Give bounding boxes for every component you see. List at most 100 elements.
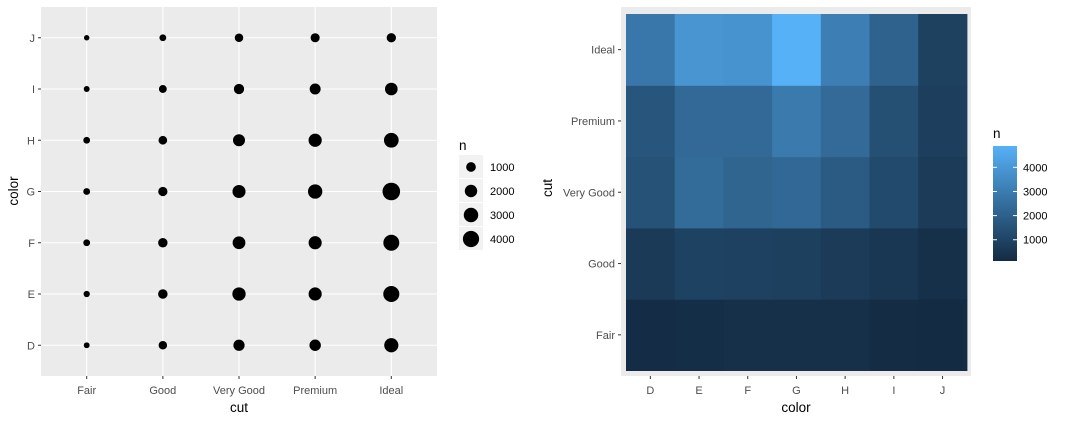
point-premium-g [307,184,323,199]
color-legend-label-1000: 1000 [1023,235,1047,247]
point-fair-e [83,290,90,298]
point-fair-j [83,35,90,41]
y-tick-label-e: E [28,289,35,301]
y-tick-label-i: I [32,84,35,96]
size-legend-label-3000: 3000 [490,210,514,222]
tile-d-very-good [626,156,676,229]
size-legend-key-4000 [462,230,480,248]
tile-i-premium [869,85,919,158]
tile-f-fair [723,299,773,371]
size-legend-label-2000: 2000 [490,186,514,198]
tile-j-good [918,227,968,300]
color-legend-label-4000: 4000 [1023,162,1047,174]
tile-d-premium [626,85,676,158]
heatmap-x-tick-label-h: H [841,385,849,397]
size-legend: n 1000 2000 3000 4000 [459,138,514,250]
tile-g-ideal [772,14,822,86]
point-premium-f [308,236,322,250]
tile-h-premium [820,85,870,158]
y-tick-label-d: D [27,340,35,352]
point-ideal-e [383,285,400,303]
size-legend-key-2000 [464,184,478,198]
point-good-h [158,135,168,145]
dot-chart-points [83,33,401,353]
x-tick-label-premium: Premium [293,385,337,397]
point-fair-i [83,86,90,92]
heatmap-y-axis-title: cut [540,179,555,197]
tile-h-fair [820,299,870,371]
tile-i-good [869,227,919,300]
heatmap-x-tick-label-i: I [892,385,895,397]
tile-h-good [820,227,870,300]
tile-g-very-good [772,156,822,229]
point-fair-g [83,188,91,195]
tile-j-fair [918,299,968,371]
tile-i-very-good [869,156,919,229]
point-good-j [159,34,167,42]
color-legend-label-2000: 2000 [1023,211,1047,223]
dot-chart-y-axis-title: color [6,176,21,206]
x-tick-label-fair: Fair [77,385,96,397]
point-good-i [158,85,167,93]
tile-d-good [626,227,676,300]
tile-e-good [674,227,724,300]
tile-g-fair [772,299,822,371]
heatmap-y-tick-label-good: Good [588,259,615,271]
tile-i-fair [869,299,919,371]
tile-g-good [772,227,822,300]
heatmap-x-tick-label-e: E [695,385,702,397]
size-legend-label-4000: 4000 [490,234,514,246]
heatmap-x-axis-title: color [781,400,811,415]
tile-f-good [723,227,773,300]
tile-e-premium [674,85,724,158]
heatmap-chart: D E F G H I J Fair Good Very Good Premium Ideal co… [540,7,1047,415]
point-ideal-f [383,234,400,251]
y-tick-label-f: F [28,238,35,250]
point-ideal-i [384,82,398,96]
y-tick-label-h: H [27,135,35,147]
size-legend-label-1000: 1000 [490,162,514,174]
tile-j-premium [918,85,968,158]
point-ideal-h [383,132,399,148]
point-very-good-h [233,134,245,147]
dot-chart: Fair Good Very Good Premium Ideal D E F G H I J cu… [6,7,514,415]
point-premium-d [309,339,321,351]
point-fair-h [83,136,91,144]
x-tick-label-good: Good [149,385,176,397]
point-very-good-e [232,287,246,301]
x-tick-label-very-good: Very Good [213,385,265,397]
heatmap-tiles [626,14,968,371]
heatmap-y-tick-label-premium: Premium [571,116,615,128]
heatmap-x-tick-label-d: D [646,385,654,397]
tile-f-very-good [723,156,773,229]
tile-j-very-good [918,156,968,229]
point-premium-h [308,133,322,147]
heatmap-y-tick-label-very-good: Very Good [563,187,615,199]
tile-i-ideal [869,14,919,86]
dot-chart-x-ticks: Fair Good Very Good Premium Ideal [77,376,403,397]
tile-e-fair [674,299,724,371]
point-very-good-d [233,339,245,351]
color-legend-ticks: 1000 2000 3000 4000 [993,162,1047,247]
point-ideal-g [382,182,401,201]
point-premium-j [310,33,320,43]
point-ideal-j [386,33,396,43]
heatmap-y-ticks: Fair Good Very Good Premium Ideal [563,45,621,342]
point-premium-i [309,83,321,95]
color-legend: n 1000 2000 3000 4000 [993,126,1047,261]
tile-j-ideal [918,14,968,86]
point-very-good-g [232,184,246,199]
point-premium-e [308,287,322,301]
point-very-good-j [234,33,244,43]
point-good-g [158,186,168,197]
point-good-f [158,238,168,248]
y-tick-label-g: G [26,187,35,199]
tile-e-ideal [674,14,724,86]
color-legend-bar [993,146,1017,261]
point-fair-f [83,239,91,247]
size-legend-key-1000 [466,162,476,172]
size-legend-key-3000 [463,207,479,223]
tile-d-fair [626,299,676,371]
point-very-good-i [233,83,245,95]
